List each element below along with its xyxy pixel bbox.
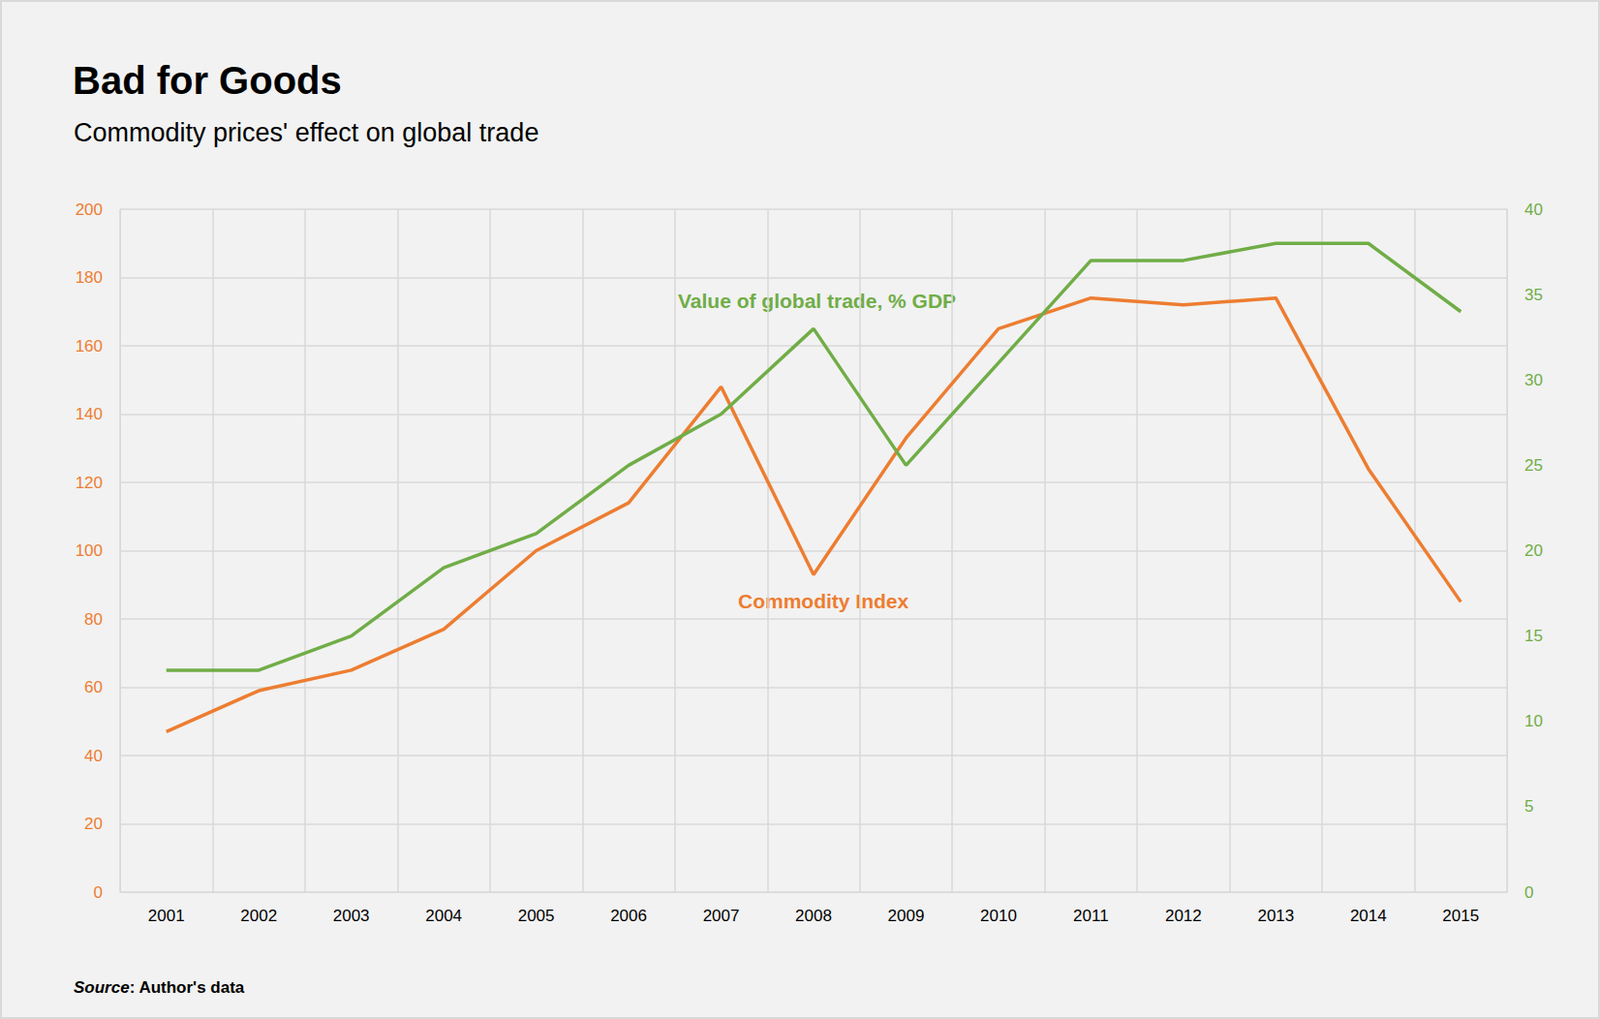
svg-text:0: 0 [1524, 883, 1534, 902]
svg-text:20: 20 [84, 814, 103, 833]
svg-text:140: 140 [75, 404, 103, 424]
svg-text:2006: 2006 [610, 906, 647, 925]
svg-text:2013: 2013 [1257, 906, 1294, 925]
svg-text:: Author's data: : Author's data [129, 978, 246, 997]
svg-text:80: 80 [84, 610, 103, 629]
svg-text:2004: 2004 [425, 906, 462, 925]
svg-text:2002: 2002 [240, 906, 277, 925]
svg-text:120: 120 [75, 473, 103, 493]
svg-text:Source: Source [73, 978, 130, 997]
svg-text:200: 200 [75, 200, 103, 219]
svg-text:30: 30 [1524, 370, 1543, 390]
svg-text:2003: 2003 [333, 906, 370, 925]
svg-text:2010: 2010 [980, 906, 1017, 925]
svg-text:0: 0 [93, 883, 103, 902]
svg-text:2012: 2012 [1165, 906, 1202, 925]
svg-text:15: 15 [1524, 626, 1543, 646]
svg-text:Commodity Index: Commodity Index [738, 589, 910, 613]
svg-text:35: 35 [1524, 285, 1543, 305]
svg-text:2014: 2014 [1350, 906, 1387, 925]
svg-text:Bad for Goods: Bad for Goods [72, 59, 342, 102]
svg-text:10: 10 [1524, 711, 1543, 731]
svg-text:160: 160 [75, 337, 103, 356]
svg-text:60: 60 [84, 677, 103, 697]
svg-text:180: 180 [75, 268, 103, 287]
svg-text:2009: 2009 [888, 906, 925, 925]
svg-text:Value of global trade, % GDP: Value of global trade, % GDP [677, 289, 956, 312]
svg-text:2007: 2007 [703, 906, 740, 925]
svg-text:2008: 2008 [795, 906, 832, 925]
svg-text:40: 40 [1524, 200, 1543, 219]
svg-text:20: 20 [1524, 541, 1543, 560]
svg-text:100: 100 [75, 541, 103, 560]
svg-text:2011: 2011 [1073, 906, 1109, 925]
svg-text:2015: 2015 [1442, 906, 1479, 925]
svg-text:5: 5 [1524, 797, 1534, 816]
svg-text:25: 25 [1524, 456, 1543, 475]
svg-text:Commodity prices' effect on gl: Commodity prices' effect on global trade [73, 118, 539, 148]
svg-text:2001: 2001 [148, 906, 185, 925]
svg-text:2005: 2005 [518, 906, 555, 925]
svg-text:40: 40 [84, 746, 103, 766]
